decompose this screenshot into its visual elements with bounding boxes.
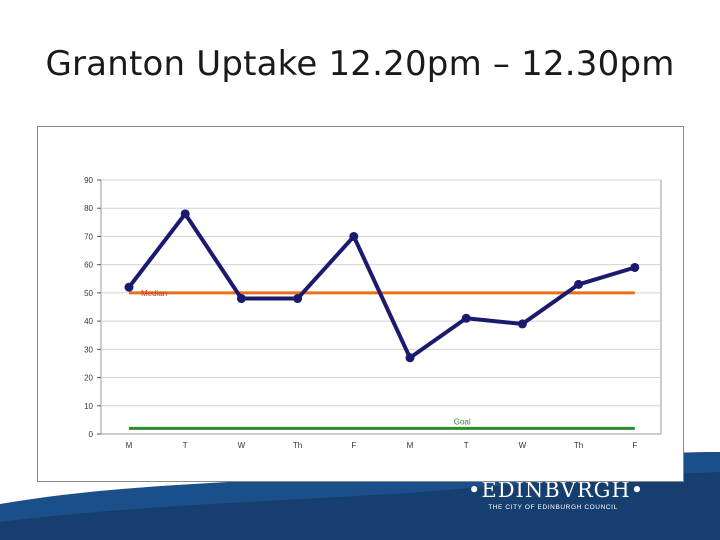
x-tick-label: M bbox=[407, 441, 414, 450]
slide-title: Granton Uptake 12.20pm – 12.30pm bbox=[45, 44, 675, 84]
x-tick-label: T bbox=[464, 441, 469, 450]
y-tick-label: 30 bbox=[84, 345, 93, 354]
data-point bbox=[517, 319, 527, 329]
data-point bbox=[461, 313, 471, 323]
x-tick-label: W bbox=[519, 441, 527, 450]
data-point bbox=[349, 231, 359, 241]
x-tick-label: F bbox=[351, 441, 356, 450]
y-tick-label: 60 bbox=[84, 261, 93, 270]
chart-frame: 0 10 20 30 40 50 60 70 80 90 M T W Th F M T W Th F Median Goa… bbox=[37, 126, 684, 482]
brand-subtitle: THE CITY OF EDINBURGH COUNCIL bbox=[488, 504, 618, 511]
x-tick-label: T bbox=[183, 441, 188, 450]
data-point bbox=[405, 353, 415, 363]
x-tick-label: Th bbox=[574, 441, 583, 450]
data-point bbox=[180, 209, 190, 219]
run-chart: 0 10 20 30 40 50 60 70 80 90 M T W Th F M T W Th F Median Goa… bbox=[84, 176, 662, 450]
council-logo: •EDINBVRGH• THE CITY OF EDINBURGH COUNCI… bbox=[468, 478, 645, 511]
series-line bbox=[127, 211, 636, 360]
y-tick-label: 10 bbox=[84, 402, 93, 411]
y-tick-label: 80 bbox=[84, 204, 93, 213]
y-tick-label: 90 bbox=[84, 176, 93, 185]
x-tick-label: Th bbox=[293, 441, 302, 450]
data-point bbox=[293, 294, 303, 304]
y-tick-label: 20 bbox=[84, 374, 93, 383]
data-point bbox=[124, 282, 134, 292]
x-tick-label: M bbox=[126, 441, 133, 450]
goal-label: Goal bbox=[454, 417, 471, 426]
y-tick-label: 40 bbox=[84, 317, 93, 326]
data-point bbox=[630, 262, 640, 272]
footer-wave-shade bbox=[0, 472, 720, 540]
x-tick-label: F bbox=[632, 441, 637, 450]
y-tick-label: 70 bbox=[84, 232, 93, 241]
plot-area bbox=[100, 179, 662, 435]
data-point bbox=[236, 294, 246, 304]
data-point bbox=[574, 279, 584, 289]
x-tick-label: W bbox=[238, 441, 246, 450]
median-label: Median bbox=[141, 289, 167, 298]
y-tick-label: 50 bbox=[84, 289, 93, 298]
brand-name: •EDINBVRGH• bbox=[468, 478, 645, 502]
y-tick-label: 0 bbox=[89, 430, 94, 439]
